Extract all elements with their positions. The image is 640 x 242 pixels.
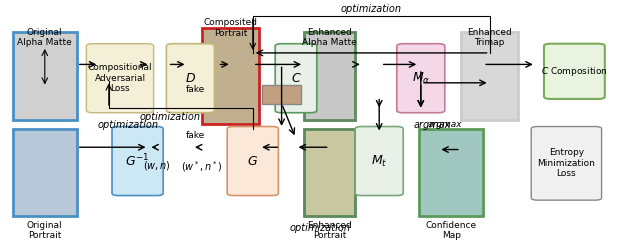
Text: $M_\alpha$: $M_\alpha$ — [412, 71, 430, 86]
Text: Entropy
Minimization
Loss: Entropy Minimization Loss — [538, 148, 595, 178]
Text: $G^{-1}$: $G^{-1}$ — [125, 153, 150, 169]
Text: optimization: optimization — [289, 223, 351, 233]
Bar — [419, 129, 483, 216]
Text: Original
Portrait: Original Portrait — [27, 221, 63, 240]
Text: $M_t$: $M_t$ — [371, 153, 387, 169]
FancyBboxPatch shape — [227, 127, 278, 196]
Text: $(w^*,n^*)$: $(w^*,n^*)$ — [180, 159, 223, 174]
Text: fake: fake — [186, 85, 205, 94]
Text: argmax: argmax — [413, 120, 451, 130]
Text: Enhanced
Alpha Matte: Enhanced Alpha Matte — [302, 28, 357, 47]
Text: Composited
Portrait: Composited Portrait — [204, 18, 257, 38]
Text: optimization: optimization — [340, 4, 402, 14]
Text: optimization: optimization — [97, 120, 159, 130]
FancyBboxPatch shape — [397, 44, 445, 113]
Text: Confidence
Map: Confidence Map — [426, 221, 477, 240]
Bar — [202, 28, 259, 124]
FancyBboxPatch shape — [355, 127, 403, 196]
Text: Compositional
Adversarial
Loss: Compositional Adversarial Loss — [88, 63, 152, 93]
Text: argmax: argmax — [428, 120, 462, 129]
Bar — [304, 129, 355, 216]
Bar — [461, 32, 518, 120]
Bar — [13, 32, 77, 120]
Text: $(w,n)$: $(w,n)$ — [143, 159, 171, 172]
Text: Original
Alpha Matte: Original Alpha Matte — [17, 28, 72, 47]
Bar — [304, 32, 355, 120]
Text: $C$ Composition: $C$ Composition — [541, 65, 608, 78]
Text: optimization: optimization — [139, 112, 200, 121]
FancyBboxPatch shape — [275, 44, 317, 113]
Bar — [262, 85, 301, 104]
Text: $D$: $D$ — [185, 72, 196, 85]
Bar — [13, 129, 77, 216]
Text: $C$: $C$ — [291, 72, 301, 85]
FancyBboxPatch shape — [531, 127, 602, 200]
Text: fake: fake — [186, 131, 205, 140]
Text: Enhanced
Portrait: Enhanced Portrait — [307, 221, 352, 240]
Text: $G$: $G$ — [247, 155, 259, 167]
Text: Enhanced
Trimap: Enhanced Trimap — [467, 28, 512, 47]
FancyBboxPatch shape — [112, 127, 163, 196]
FancyBboxPatch shape — [166, 44, 214, 113]
FancyBboxPatch shape — [544, 44, 605, 99]
FancyBboxPatch shape — [86, 44, 154, 113]
